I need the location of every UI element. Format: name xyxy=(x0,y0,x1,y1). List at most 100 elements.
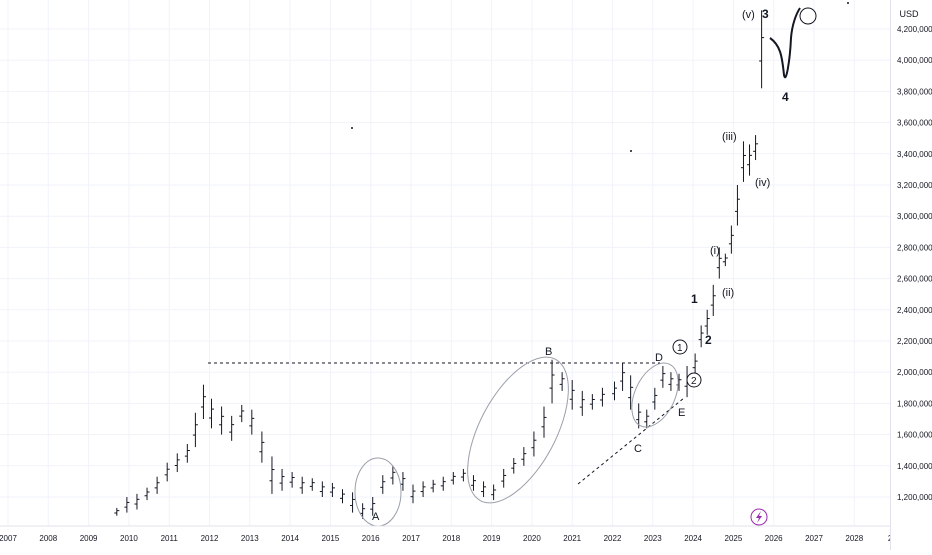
price-bar xyxy=(722,253,728,267)
price-bar xyxy=(299,476,305,494)
annotation-text: (iv) xyxy=(755,177,770,189)
price-bar xyxy=(269,456,275,494)
price-bar xyxy=(209,398,215,429)
price-bar xyxy=(481,481,487,497)
price-bar xyxy=(319,481,325,497)
price-bar xyxy=(450,472,456,485)
price-bar xyxy=(192,412,198,448)
price-bar xyxy=(740,141,746,182)
price-bar xyxy=(728,225,734,254)
y-tick-label: 3,800,000 xyxy=(897,87,932,96)
price-bar xyxy=(144,487,150,501)
price-bar xyxy=(259,431,265,463)
projection-path[interactable] xyxy=(769,7,801,79)
price-bar xyxy=(569,380,575,410)
price-bar xyxy=(350,492,356,513)
y-tick-label: 2,400,000 xyxy=(897,306,932,315)
x-tick-label: 2017 xyxy=(402,534,420,543)
x-tick-label: 2019 xyxy=(483,534,501,543)
x-tick-label: 2016 xyxy=(362,534,380,543)
price-bar xyxy=(329,482,335,497)
x-tick-label: 2026 xyxy=(765,534,783,543)
price-bar xyxy=(759,10,765,89)
price-bar xyxy=(390,465,396,485)
price-bar xyxy=(599,387,605,407)
y-tick-label: 2,600,000 xyxy=(897,275,932,284)
annotation-text: 1 xyxy=(677,343,683,354)
x-tick-label: 2027 xyxy=(805,534,823,543)
annotation-text: 2 xyxy=(691,376,697,387)
price-bar xyxy=(620,362,626,391)
y-tick-label: 4,200,000 xyxy=(897,25,932,34)
annotation-text: (ii) xyxy=(722,287,734,299)
drawings: (v) 3 4 (iii) (iv) (i) (ii) 1 2 1 2 B D … xyxy=(208,2,849,527)
wave-circle-2 xyxy=(686,372,702,388)
price-bar xyxy=(698,325,704,348)
price-bar xyxy=(380,475,386,494)
price-bar xyxy=(440,476,446,491)
lightning-icon xyxy=(756,511,762,523)
y-tick-label: 2,200,000 xyxy=(897,337,932,346)
x-tick-label: 2007 xyxy=(0,534,17,543)
x-tick-label: 2011 xyxy=(161,534,179,543)
price-bar xyxy=(460,468,466,482)
price-bar xyxy=(491,484,497,501)
price-bar xyxy=(239,404,245,423)
price-scale[interactable]: 1,200,000 1,400,000 1,600,000 1,800,000 2,00… xyxy=(890,0,932,550)
marker-dot xyxy=(630,150,632,152)
x-tick-label: 2009 xyxy=(80,534,98,543)
support-trendline[interactable] xyxy=(577,397,685,485)
y-tick-label: 3,000,000 xyxy=(897,212,932,221)
price-bar xyxy=(549,359,555,404)
price-bar xyxy=(644,409,650,429)
wave-circle-1 xyxy=(672,339,688,355)
annotation-text: 2 xyxy=(705,333,712,347)
x-tick-label: 2020 xyxy=(523,534,541,543)
annotation-text: 4 xyxy=(782,90,789,104)
y-tick-label: 2,800,000 xyxy=(897,243,932,252)
x-tick-label: 2023 xyxy=(644,534,662,543)
y-tick-label: 3,600,000 xyxy=(897,119,932,128)
x-tick-label: 2012 xyxy=(201,534,219,543)
price-bar xyxy=(279,468,285,491)
price-bar xyxy=(164,462,170,482)
price-bar xyxy=(692,353,698,376)
price-bar xyxy=(200,384,206,419)
price-bar xyxy=(747,144,753,176)
price-bar xyxy=(410,484,416,504)
price-bar xyxy=(134,493,140,510)
x-tick-label: 2022 xyxy=(604,534,622,543)
price-bars xyxy=(114,10,765,519)
price-bar xyxy=(710,284,716,317)
price-bar xyxy=(668,372,674,391)
price-bar xyxy=(716,247,722,279)
price-bar xyxy=(559,372,565,391)
currency-label[interactable]: USD xyxy=(899,9,919,19)
y-axis: 1,200,000 1,400,000 1,600,000 1,800,000 2,00… xyxy=(897,25,932,502)
x-tick-label: 2013 xyxy=(241,534,259,543)
annotation-text: B xyxy=(545,346,552,358)
price-bar xyxy=(511,458,517,474)
price-bar xyxy=(704,309,710,335)
annotation-text: E xyxy=(678,407,685,419)
x-tick-label: 2024 xyxy=(684,534,702,543)
x-tick-label: 2021 xyxy=(563,534,581,543)
price-bar xyxy=(501,468,507,488)
annotation-text: (v) xyxy=(742,9,755,21)
ellipse-2019-2020[interactable] xyxy=(447,342,589,519)
gridlines xyxy=(0,0,896,526)
annotation-text: (iii) xyxy=(722,131,737,143)
price-bar xyxy=(628,375,634,410)
marker-dot xyxy=(847,2,849,4)
y-tick-label: 3,200,000 xyxy=(897,181,932,190)
annotation-text: 1 xyxy=(691,292,698,306)
x-tick-label: 2010 xyxy=(120,534,138,543)
x-tick-label: 2025 xyxy=(725,534,743,543)
price-bar xyxy=(249,409,255,435)
price-bar xyxy=(420,481,426,497)
ellipse-2023[interactable] xyxy=(623,356,688,435)
marker-dot xyxy=(351,127,353,129)
price-bar xyxy=(124,497,130,513)
x-tick-label: 2018 xyxy=(442,534,460,543)
